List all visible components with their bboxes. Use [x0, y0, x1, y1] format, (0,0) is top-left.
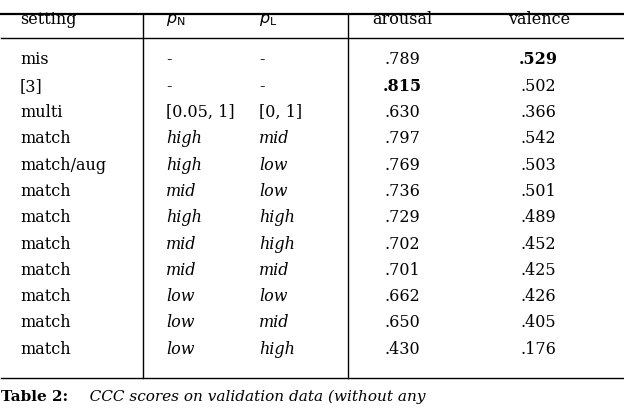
- Text: arousal: arousal: [372, 11, 432, 28]
- Text: match: match: [20, 261, 71, 278]
- Text: .405: .405: [521, 314, 557, 331]
- Text: setting: setting: [20, 11, 77, 28]
- Text: match: match: [20, 130, 71, 147]
- Text: .366: .366: [521, 104, 557, 121]
- Text: match: match: [20, 209, 71, 225]
- Text: .815: .815: [383, 77, 422, 95]
- Text: mid: mid: [259, 261, 290, 278]
- Text: low: low: [259, 183, 288, 199]
- Text: .769: .769: [384, 156, 420, 173]
- Text: .426: .426: [521, 287, 557, 304]
- Text: [0, 1]: [0, 1]: [259, 104, 302, 121]
- Text: match/aug: match/aug: [20, 156, 106, 173]
- Text: high: high: [166, 130, 202, 147]
- Text: high: high: [166, 209, 202, 225]
- Text: .529: .529: [519, 51, 558, 68]
- Text: mid: mid: [259, 314, 290, 331]
- Text: $p_{\mathrm{L}}$: $p_{\mathrm{L}}$: [259, 11, 278, 28]
- Text: high: high: [166, 156, 202, 173]
- Text: low: low: [166, 287, 195, 304]
- Text: .503: .503: [521, 156, 557, 173]
- Text: mid: mid: [166, 235, 197, 252]
- Text: .797: .797: [384, 130, 420, 147]
- Text: .701: .701: [384, 261, 420, 278]
- Text: .729: .729: [384, 209, 420, 225]
- Text: high: high: [259, 340, 295, 357]
- Text: mid: mid: [166, 183, 197, 199]
- Text: .452: .452: [521, 235, 557, 252]
- Text: high: high: [259, 209, 295, 225]
- Text: .425: .425: [521, 261, 557, 278]
- Text: .489: .489: [521, 209, 557, 225]
- Text: .502: .502: [521, 77, 557, 95]
- Text: .702: .702: [384, 235, 420, 252]
- Text: .650: .650: [384, 314, 420, 331]
- Text: $p_{\mathrm{N}}$: $p_{\mathrm{N}}$: [166, 11, 185, 28]
- Text: [3]: [3]: [20, 77, 43, 95]
- Text: Table 2:: Table 2:: [1, 389, 69, 403]
- Text: .176: .176: [521, 340, 557, 357]
- Text: match: match: [20, 314, 71, 331]
- Text: match: match: [20, 235, 71, 252]
- Text: .430: .430: [384, 340, 420, 357]
- Text: .736: .736: [384, 183, 420, 199]
- Text: multi: multi: [20, 104, 62, 121]
- Text: -: -: [259, 77, 265, 95]
- Text: low: low: [259, 287, 288, 304]
- Text: -: -: [259, 51, 265, 68]
- Text: low: low: [166, 314, 195, 331]
- Text: .501: .501: [521, 183, 557, 199]
- Text: low: low: [166, 340, 195, 357]
- Text: -: -: [166, 51, 172, 68]
- Text: high: high: [259, 235, 295, 252]
- Text: mid: mid: [166, 261, 197, 278]
- Text: valence: valence: [508, 11, 570, 28]
- Text: match: match: [20, 183, 71, 199]
- Text: .542: .542: [521, 130, 557, 147]
- Text: .789: .789: [384, 51, 420, 68]
- Text: low: low: [259, 156, 288, 173]
- Text: .662: .662: [384, 287, 420, 304]
- Text: .630: .630: [384, 104, 420, 121]
- Text: -: -: [166, 77, 172, 95]
- Text: mis: mis: [20, 51, 49, 68]
- Text: match: match: [20, 287, 71, 304]
- Text: mid: mid: [259, 130, 290, 147]
- Text: [0.05, 1]: [0.05, 1]: [166, 104, 235, 121]
- Text: CCC scores on validation data (without any: CCC scores on validation data (without a…: [75, 389, 425, 404]
- Text: match: match: [20, 340, 71, 357]
